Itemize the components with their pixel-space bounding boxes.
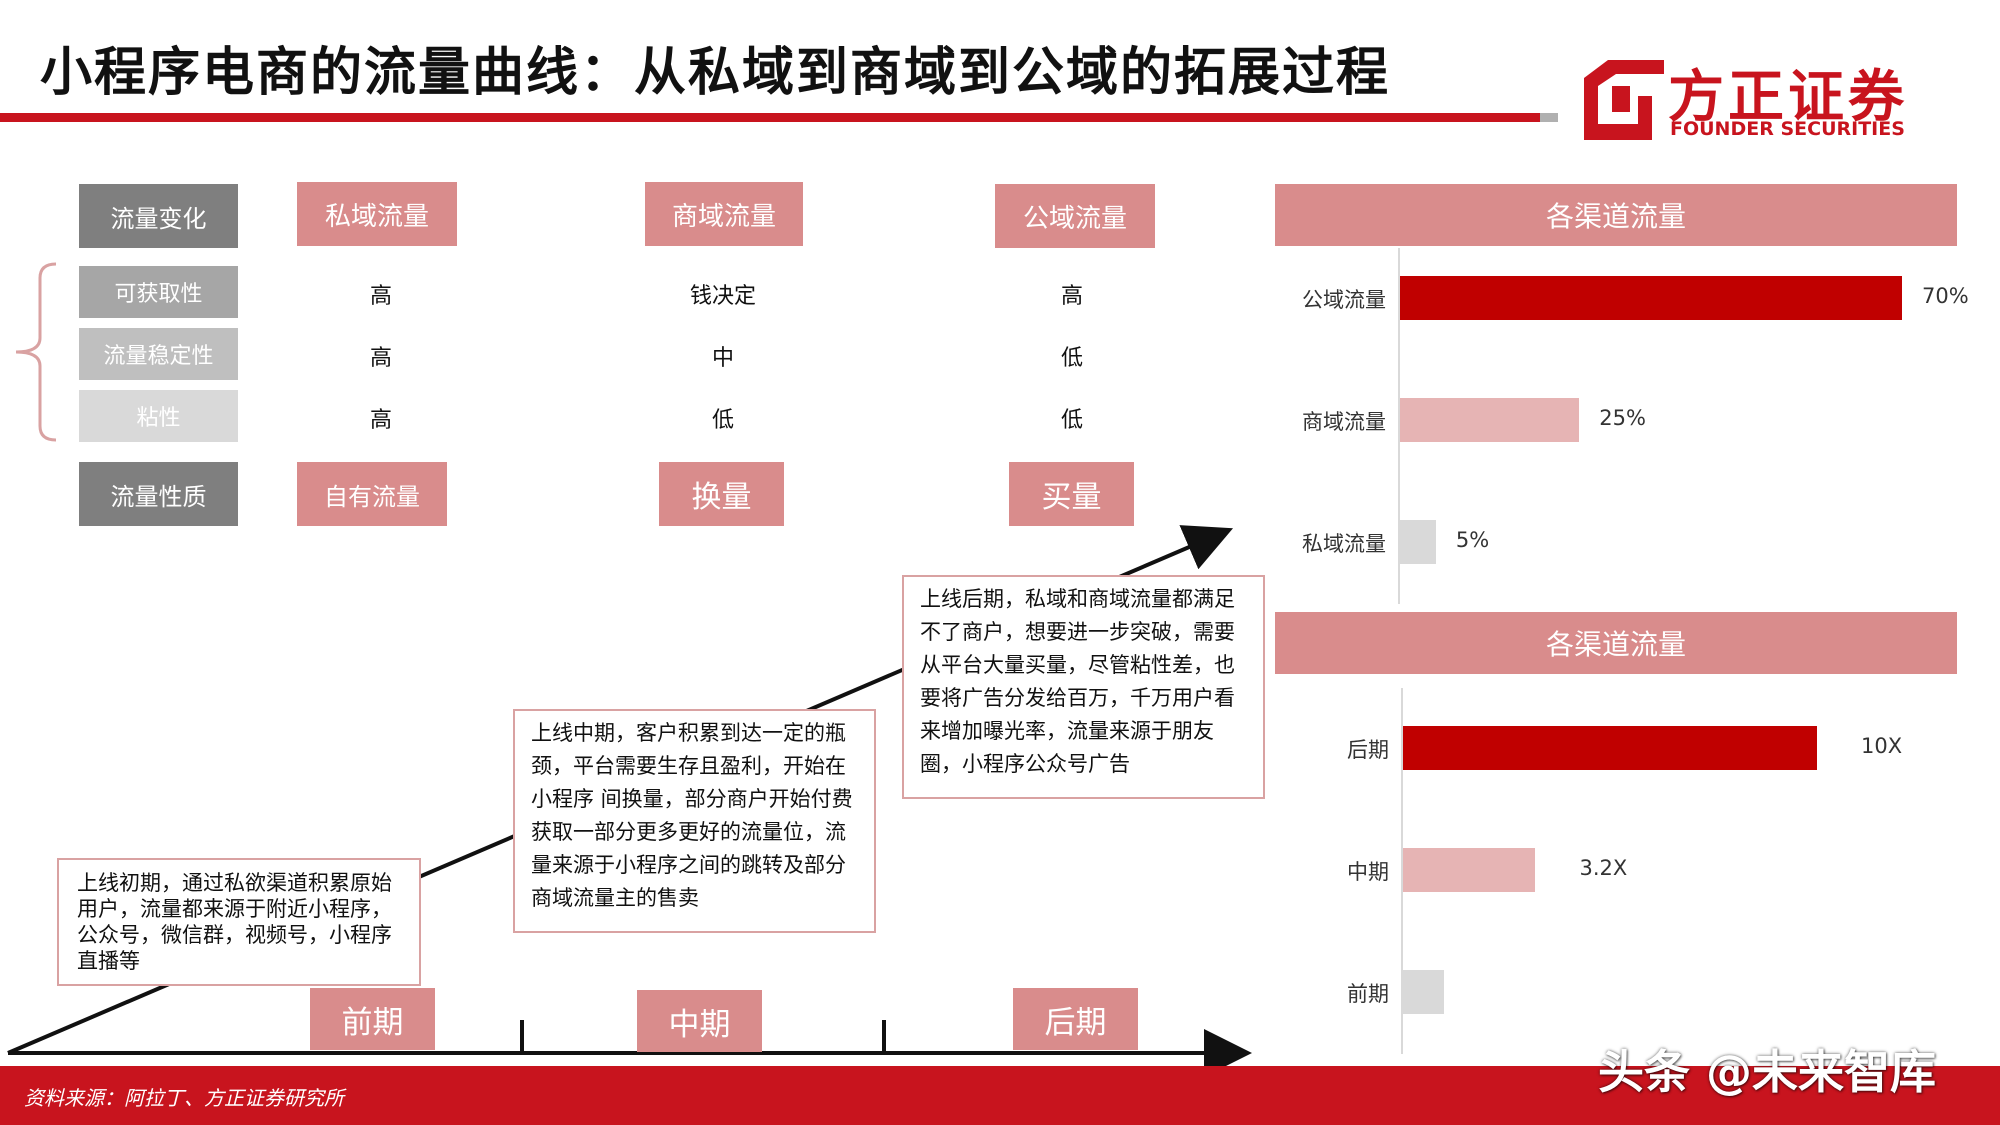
note-mid: 上线中期，客户积累到达一定的瓶颈，平台需要生存且盈利，开始在小程序 间换量，部分… bbox=[513, 709, 876, 933]
col-head-private: 私域流量 bbox=[297, 182, 457, 246]
bar-category-label: 前期 bbox=[1347, 982, 1389, 1006]
bar bbox=[1400, 520, 1436, 564]
note-late: 上线后期，私域和商域流量都满足不了商户，想要进一步突破，需要从平台大量买量，尽管… bbox=[902, 575, 1265, 799]
cell-private-accessibility: 高 bbox=[369, 284, 392, 309]
cell-private-stickiness: 高 bbox=[369, 408, 392, 433]
bar-category-label: 中期 bbox=[1347, 860, 1389, 884]
cell-private-stability: 高 bbox=[369, 346, 392, 371]
cell-commercial-stability: 中 bbox=[711, 346, 734, 371]
bar bbox=[1403, 970, 1445, 1014]
bar-value-label: 10X bbox=[1861, 734, 1903, 758]
nature-private: 自有流量 bbox=[297, 462, 447, 526]
bar bbox=[1403, 848, 1536, 892]
bar-category-label: 私域流量 bbox=[1302, 532, 1386, 556]
footer-bar bbox=[0, 1066, 2000, 1125]
bar bbox=[1400, 276, 1902, 320]
bar-category-label: 商域流量 bbox=[1302, 410, 1386, 434]
founder-logo-icon bbox=[1584, 60, 1664, 140]
cell-public-stability: 低 bbox=[1060, 346, 1083, 371]
chart2-axis bbox=[1401, 688, 1403, 1054]
bar bbox=[1400, 398, 1580, 442]
title-underline bbox=[0, 113, 1540, 122]
row-header-accessibility: 可获取性 bbox=[79, 266, 238, 318]
source-note: 资料来源：阿拉丁、方正证券研究所 bbox=[24, 1086, 344, 1110]
phase-early: 前期 bbox=[310, 988, 435, 1050]
page-title: 小程序电商的流量曲线：从私域到商域到公域的拓展过程 bbox=[40, 43, 1391, 103]
cell-public-accessibility: 高 bbox=[1060, 284, 1083, 309]
col-head-public: 公域流量 bbox=[995, 184, 1155, 248]
bar bbox=[1403, 726, 1817, 770]
title-underline-end bbox=[1540, 113, 1558, 122]
bar-category-label: 后期 bbox=[1347, 738, 1389, 762]
bar-value-label: 3.2X bbox=[1579, 856, 1628, 880]
cell-public-stickiness: 低 bbox=[1060, 408, 1083, 433]
logo-text-cn: 方正证券 bbox=[1668, 65, 1908, 130]
logo-text-en: FOUNDER SECURITIES bbox=[1670, 118, 1905, 140]
row-header-nature: 流量性质 bbox=[79, 462, 238, 526]
bar-value-label: 5% bbox=[1455, 528, 1490, 552]
bar-category-label: 公域流量 bbox=[1302, 288, 1386, 312]
phase-mid: 中期 bbox=[637, 990, 762, 1052]
chart1-axis bbox=[1398, 248, 1400, 604]
bar-value-label: 25% bbox=[1599, 406, 1646, 430]
nature-commercial: 换量 bbox=[659, 462, 784, 526]
chart2-title: 各渠道流量 bbox=[1275, 612, 1957, 674]
row-header-stability: 流量稳定性 bbox=[79, 328, 238, 380]
row-header-traffic-change: 流量变化 bbox=[79, 184, 238, 248]
chart1-title: 各渠道流量 bbox=[1275, 184, 1957, 246]
cell-commercial-accessibility: 钱决定 bbox=[689, 284, 756, 309]
bar-value-label: 70% bbox=[1922, 284, 1969, 308]
nature-public: 买量 bbox=[1009, 462, 1134, 526]
cell-commercial-stickiness: 低 bbox=[711, 408, 734, 433]
col-head-commercial: 商域流量 bbox=[645, 182, 803, 246]
note-early: 上线初期，通过私欲渠道积累原始用户，流量都来源于附近小程序，公众号，微信群，视频… bbox=[57, 858, 421, 986]
watermark: 头条 @未来智库 bbox=[1598, 1045, 1937, 1099]
bracket-icon bbox=[15, 262, 57, 442]
row-header-stickiness: 粘性 bbox=[79, 390, 238, 442]
phase-late: 后期 bbox=[1013, 988, 1138, 1050]
